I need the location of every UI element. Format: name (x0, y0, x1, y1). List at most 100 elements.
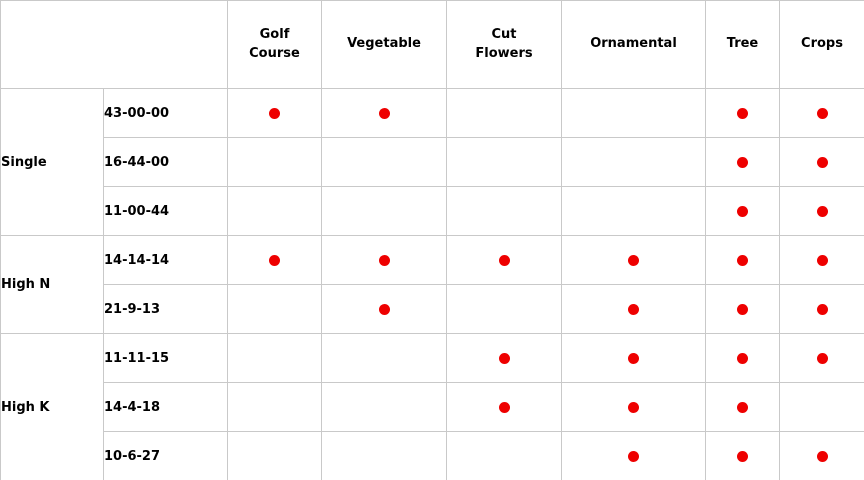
mark-cell-cut_flowers (446, 235, 562, 285)
dot-icon (498, 352, 510, 364)
dot-icon (737, 205, 748, 217)
mark-cell-ornamental (561, 137, 706, 187)
dot-icon (816, 303, 828, 315)
mark-cell-vegetable (321, 235, 447, 285)
mark-cell-ornamental (561, 186, 706, 236)
mark-cell-golf_course (227, 137, 322, 187)
mark-cell-ornamental (561, 88, 706, 138)
mark-cell-vegetable (321, 186, 447, 236)
row-group-label: Single (0, 88, 104, 236)
formula-label: 11-00-44 (103, 186, 228, 236)
dot-icon (737, 450, 748, 462)
mark-cell-crops (779, 333, 864, 383)
mark-cell-golf_course (227, 235, 322, 285)
dot-icon (628, 450, 639, 462)
mark-cell-tree (705, 88, 780, 138)
mark-cell-tree (705, 382, 780, 432)
mark-cell-tree (705, 186, 780, 236)
dot-icon (498, 401, 510, 413)
dot-icon (816, 107, 828, 119)
mark-cell-ornamental (561, 382, 706, 432)
dot-icon (816, 254, 828, 266)
dot-icon (816, 205, 828, 217)
column-header-tree: Tree (705, 0, 780, 89)
formula-label: 14-14-14 (103, 235, 228, 285)
dot-icon (269, 107, 280, 119)
header-row: Golf Course Vegetable Cut Flowers Orname… (0, 0, 864, 89)
mark-cell-vegetable (321, 88, 447, 138)
mark-cell-crops (779, 382, 864, 432)
mark-cell-tree (705, 235, 780, 285)
mark-cell-ornamental (561, 235, 706, 285)
mark-cell-tree (705, 284, 780, 334)
dot-icon (269, 254, 280, 266)
table-row: High K 11-11-15 (0, 333, 864, 480)
dot-icon (816, 352, 828, 364)
dot-icon (737, 401, 748, 413)
mark-cell-cut_flowers (446, 333, 562, 383)
mark-cell-crops (779, 431, 864, 480)
dot-icon (378, 107, 390, 119)
mark-cell-cut_flowers (446, 186, 562, 236)
formula-label: 43-00-00 (103, 88, 228, 138)
mark-cell-golf_course (227, 382, 322, 432)
mark-cell-golf_course (227, 284, 322, 334)
column-header-crops: Crops (779, 0, 864, 89)
mark-cell-tree (705, 333, 780, 383)
mark-cell-crops (779, 186, 864, 236)
dot-icon (737, 352, 748, 364)
mark-cell-ornamental (561, 333, 706, 383)
mark-cell-vegetable (321, 431, 447, 480)
formula-label: 21-9-13 (103, 284, 228, 334)
formula-label: 16-44-00 (103, 137, 228, 187)
column-header-cut-flowers: Cut Flowers (446, 0, 562, 89)
dot-icon (378, 254, 390, 266)
mark-cell-cut_flowers (446, 284, 562, 334)
table-row: High N 14-14-14 (0, 235, 864, 334)
dot-icon (816, 450, 828, 462)
mark-cell-golf_course (227, 88, 322, 138)
column-header-golf-course: Golf Course (227, 0, 322, 89)
table-header: Golf Course Vegetable Cut Flowers Orname… (0, 0, 864, 89)
dot-icon (737, 303, 748, 315)
dot-icon (498, 254, 510, 266)
table-row: 14-4-18 (1, 382, 864, 432)
column-header-ornamental: Ornamental (561, 0, 706, 89)
dot-icon (378, 303, 390, 315)
table-row: Single 43-00-00 (0, 88, 864, 236)
mark-cell-tree (705, 137, 780, 187)
formula-label: 11-11-15 (103, 333, 228, 383)
table-body: Single 43-00-00 16-44-00 11-00-44 High N 14-1… (0, 88, 864, 480)
mark-cell-cut_flowers (446, 137, 562, 187)
row-group-label: High K (0, 333, 104, 480)
formula-label: 10-6-27 (103, 431, 228, 480)
mark-cell-ornamental (561, 284, 706, 334)
dot-icon (816, 156, 828, 168)
table-row: 21-9-13 (1, 284, 864, 334)
mark-cell-golf_course (227, 333, 322, 383)
formula-label: 14-4-18 (103, 382, 228, 432)
mark-cell-tree (705, 431, 780, 480)
mark-cell-golf_course (227, 431, 322, 480)
mark-cell-cut_flowers (446, 382, 562, 432)
corner-cell (0, 0, 228, 89)
column-header-vegetable: Vegetable (321, 0, 447, 89)
mark-cell-vegetable (321, 382, 447, 432)
mark-cell-ornamental (561, 431, 706, 480)
mark-cell-vegetable (321, 284, 447, 334)
dot-icon (628, 303, 639, 315)
dot-icon (628, 352, 639, 364)
dot-icon (737, 254, 748, 266)
mark-cell-crops (779, 137, 864, 187)
mark-cell-crops (779, 88, 864, 138)
table-row: 16-44-00 (1, 137, 864, 187)
dot-icon (628, 254, 639, 266)
table-row: 10-6-27 (1, 431, 864, 480)
mark-cell-vegetable (321, 137, 447, 187)
table-row: 11-00-44 (1, 186, 864, 236)
dot-icon (737, 156, 748, 168)
mark-cell-vegetable (321, 333, 447, 383)
dot-icon (628, 401, 639, 413)
